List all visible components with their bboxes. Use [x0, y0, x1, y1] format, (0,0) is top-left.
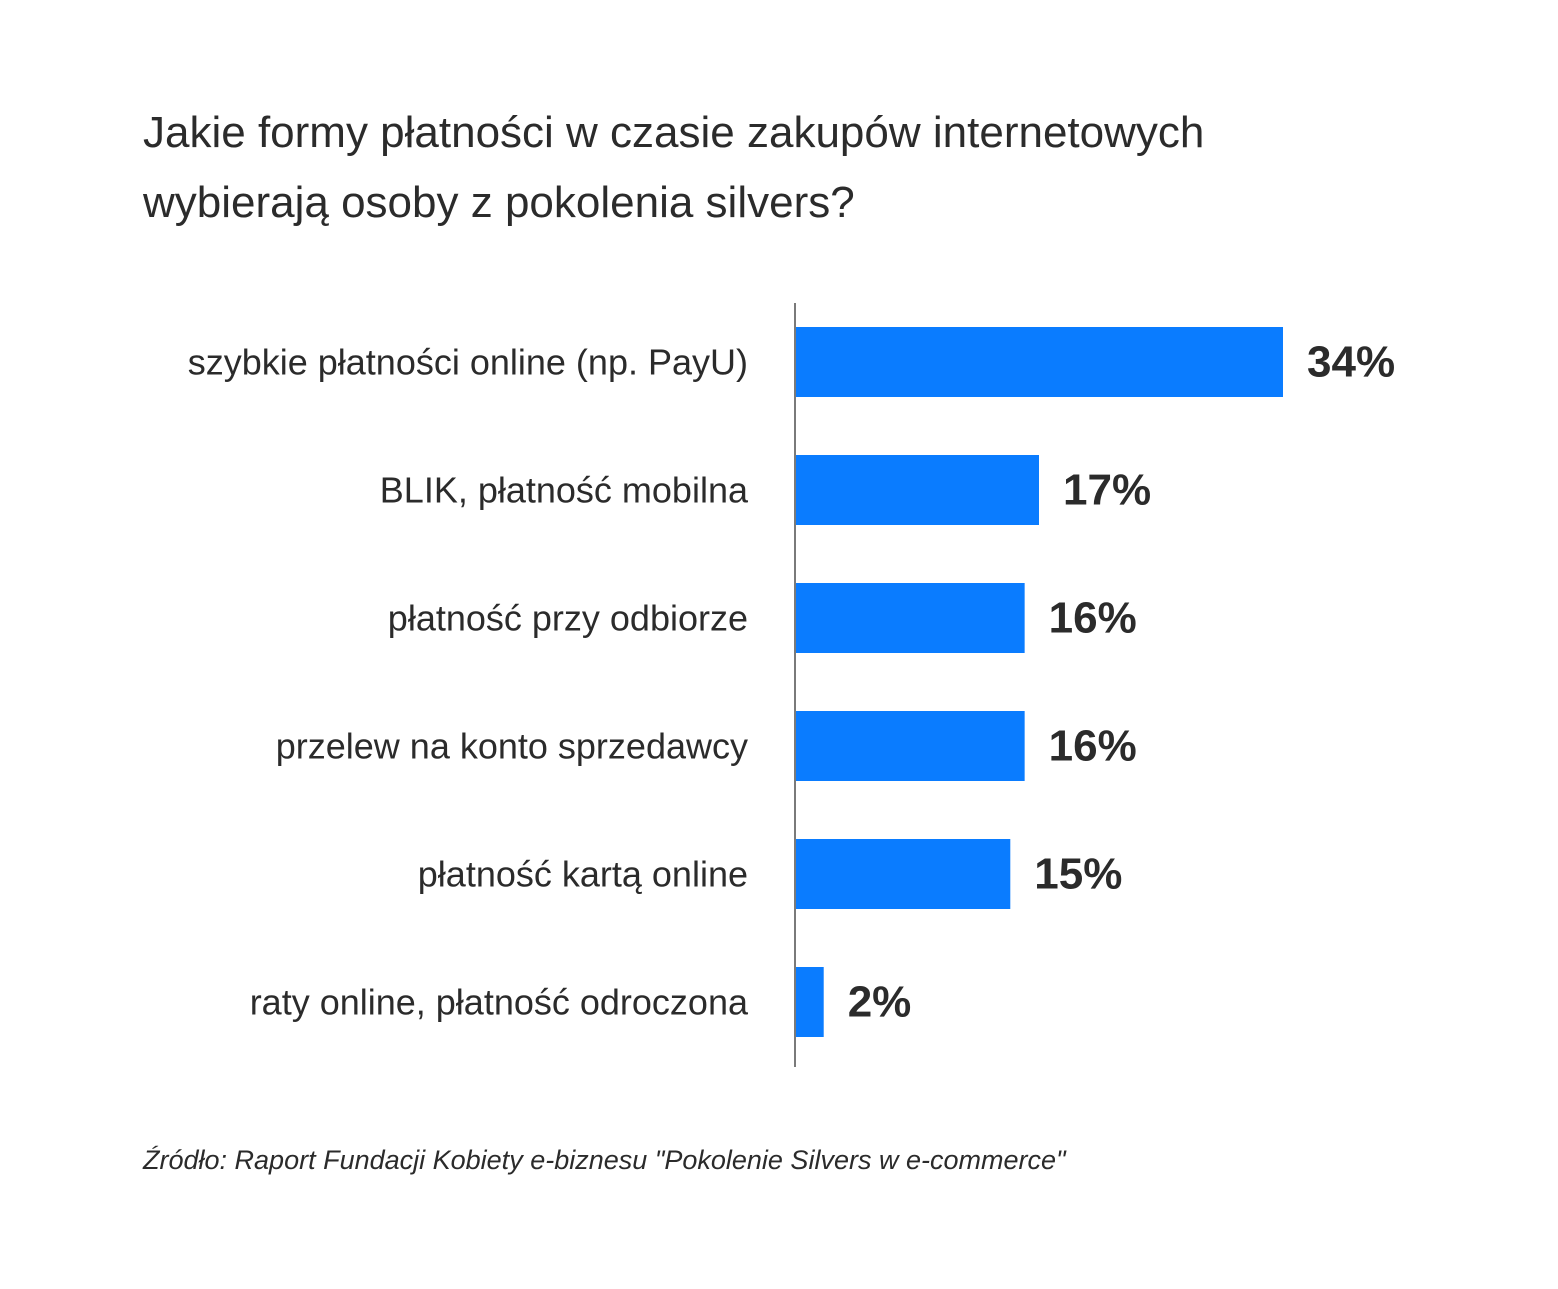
bar-5 — [795, 839, 1011, 909]
bar-6 — [795, 967, 824, 1037]
bar-4 — [795, 711, 1025, 781]
bar-2 — [795, 455, 1039, 525]
chart-title: Jakie formy płatności w czasie zakupów i… — [143, 98, 1443, 238]
value-label-1: 34% — [1307, 338, 1395, 387]
bar-1 — [795, 327, 1283, 397]
category-label-3: płatność przy odbiorze — [388, 598, 748, 639]
value-label-3: 16% — [1049, 594, 1137, 643]
value-label-5: 15% — [1034, 850, 1122, 899]
category-label-6: raty online, płatność odroczona — [250, 982, 749, 1023]
source-note: Źródło: Raport Fundacji Kobiety e-biznes… — [143, 1145, 1066, 1175]
category-label-1: szybkie płatności online (np. PayU) — [188, 342, 748, 383]
category-label-4: przelew na konto sprzedawcy — [276, 726, 748, 767]
chart-title-line-1: Jakie formy płatności w czasie zakupów i… — [143, 108, 1205, 157]
chart-title-line-2: wybierają osoby z pokolenia silvers? — [143, 178, 855, 227]
category-label-2: BLIK, płatność mobilna — [380, 470, 749, 511]
bar-3 — [795, 583, 1025, 653]
value-label-4: 16% — [1049, 722, 1137, 771]
category-label-5: płatność kartą online — [418, 854, 748, 895]
value-label-6: 2% — [848, 978, 912, 1027]
value-label-2: 17% — [1063, 466, 1151, 515]
